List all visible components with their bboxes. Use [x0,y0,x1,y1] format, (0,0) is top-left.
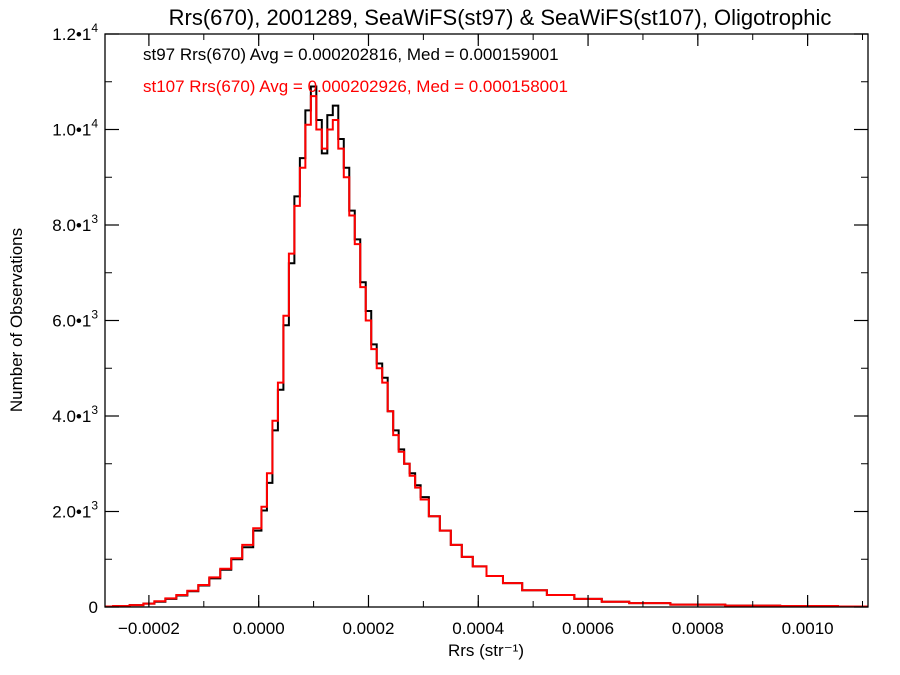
tick-layer: −0.0002 0.0000 0.0002 0.0004 0.0006 0.0008 0.0… [52,21,868,638]
x-tick-label: 0.0000 [233,619,285,638]
series-layer [105,85,868,607]
x-axis-title: Rrs (str⁻¹) [448,641,524,660]
legend-entry-st107: st107 Rrs(670) Avg = 0.000202926, Med = … [143,77,568,96]
series-line-st107 [105,95,868,607]
legend-entry-st97: st97 Rrs(670) Avg = 0.000202816, Med = 0… [143,45,559,64]
y-tick-label: 4.0•13 [52,403,98,426]
x-tick-label: 0.0004 [452,619,504,638]
y-tick-label: 1.0•14 [52,117,98,140]
x-tick-label: −0.0002 [118,619,180,638]
series-line-st97 [105,85,868,607]
x-tick-label: 0.0002 [342,619,394,638]
y-tick-label: 0 [89,598,98,617]
y-tick-label: 6.0•13 [52,308,98,331]
x-tick-label: 0.0010 [782,619,834,638]
x-tick-label: 0.0006 [562,619,614,638]
plot-frame [104,33,869,608]
chart-title: Rrs(670), 2001289, SeaWiFS(st97) & SeaWi… [169,5,832,30]
y-axis-title: Number of Observations [7,228,26,412]
x-tick-label: 0.0008 [672,619,724,638]
y-tick-label: 2.0•13 [52,499,98,522]
y-tick-label: 8.0•13 [52,212,98,235]
y-tick-label: 1.2•14 [52,21,98,44]
